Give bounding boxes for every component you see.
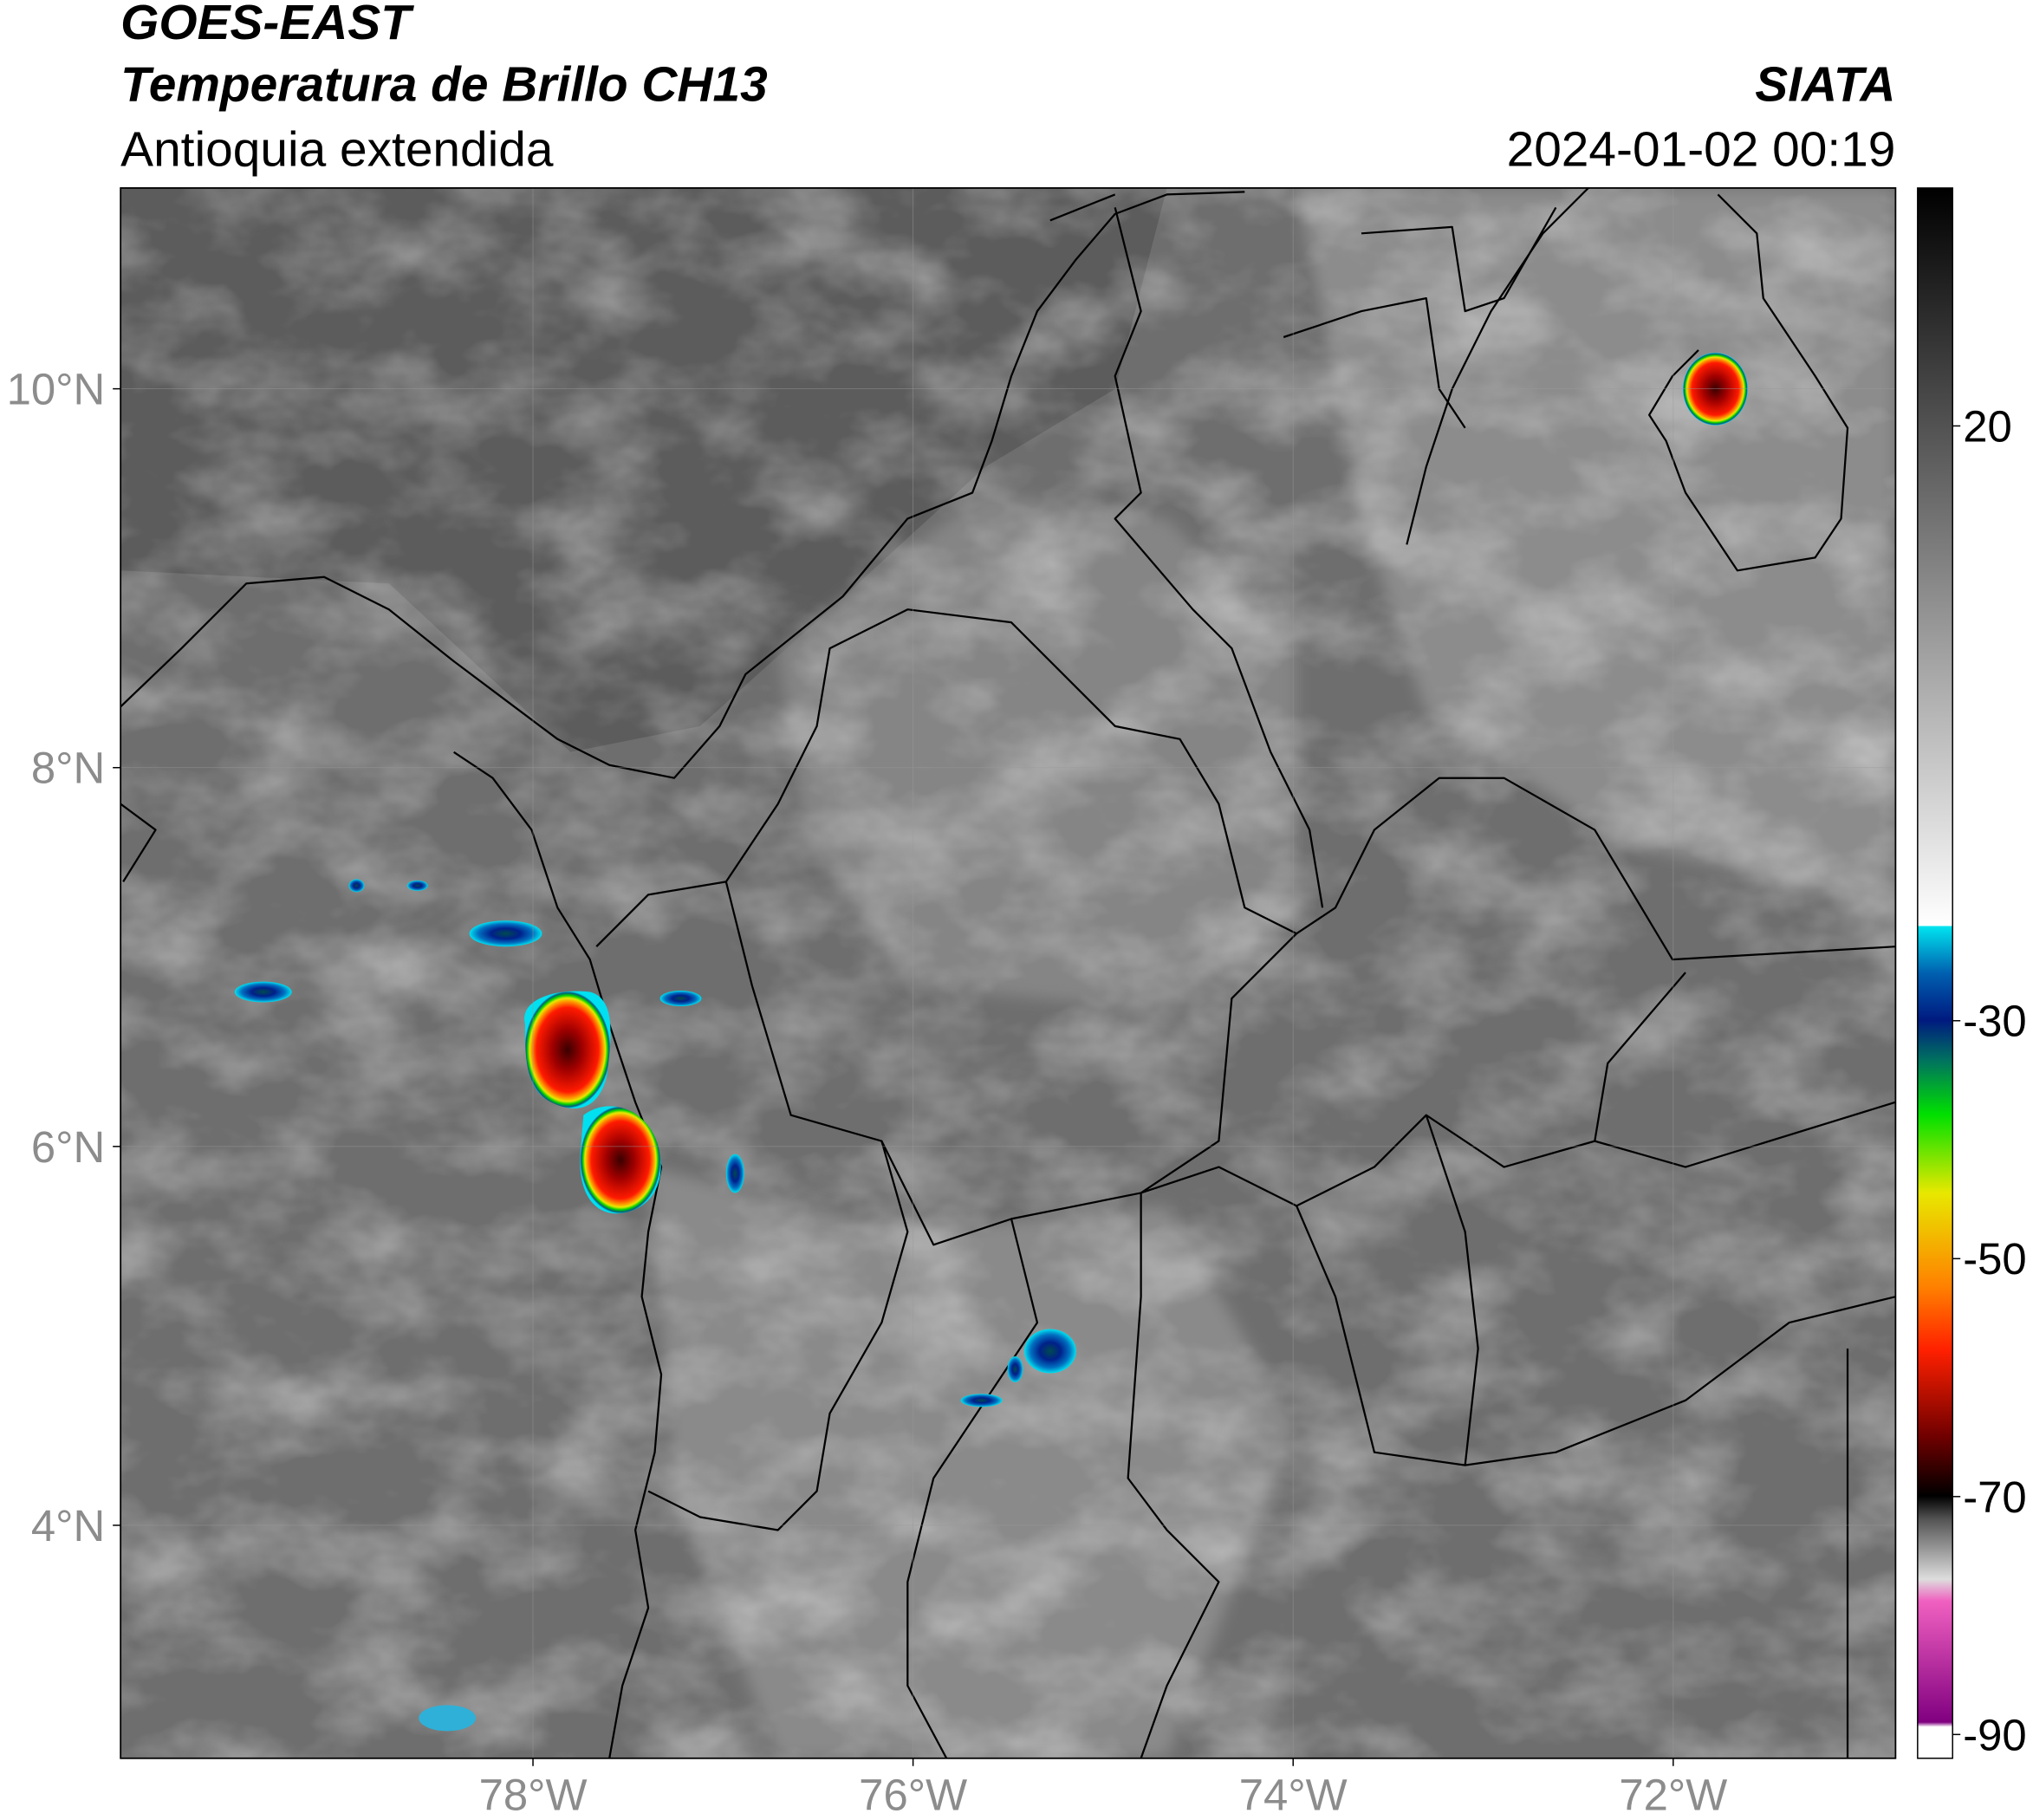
cold-cloud	[1007, 1355, 1023, 1382]
region: Antioquia extendida	[120, 123, 554, 178]
borders	[120, 187, 1896, 1758]
x-tick-label: 78°W	[479, 1771, 588, 1820]
colorbar-tick-label: -90	[1963, 1710, 2027, 1759]
colorbar-tick-label: -50	[1963, 1234, 2027, 1284]
cold-cloud	[1023, 1329, 1076, 1374]
border-line	[1296, 1101, 1896, 1758]
convective-cells	[234, 352, 1748, 1732]
border-line	[647, 1141, 1220, 1758]
cold-cloud	[234, 981, 292, 1003]
x-tick-label: 72°W	[1619, 1771, 1727, 1820]
y-tick-label: 10°N	[7, 365, 106, 414]
graticule	[120, 187, 1896, 1758]
cloud-texture	[120, 187, 1896, 1758]
cold-cloud	[469, 920, 542, 947]
storm-cell	[524, 991, 611, 1108]
colorbar-tick-label: -30	[1963, 997, 2027, 1046]
x-tick-label: 74°W	[1239, 1771, 1348, 1820]
cold-cloud	[725, 1154, 744, 1193]
coastline	[120, 751, 663, 1758]
cold-cloud	[419, 1705, 477, 1732]
colorbar-tick-label: 20	[1963, 401, 2012, 451]
cold-cloud	[406, 880, 428, 891]
x-tick-label: 76°W	[859, 1771, 967, 1820]
coastline	[120, 191, 1245, 779]
cold-cloud	[960, 1394, 1003, 1407]
map	[120, 187, 1896, 1758]
storm-cell	[580, 1106, 661, 1214]
border-line	[1049, 193, 1557, 908]
map-frame	[120, 187, 1897, 1759]
colorbar	[1917, 187, 1953, 1759]
coastline	[1406, 187, 1849, 572]
colorbar-tick-label: -70	[1963, 1472, 2027, 1522]
border-line	[595, 608, 1896, 961]
y-tick-label: 4°N	[31, 1501, 105, 1550]
cold-cloud	[659, 991, 702, 1007]
subtitle: Temperatura de Brillo CH13	[120, 58, 768, 113]
title: GOES-EAST	[120, 0, 414, 50]
y-tick-label: 6°N	[31, 1122, 105, 1172]
source: SIATA	[1755, 58, 1895, 113]
cold-cloud	[348, 879, 365, 893]
y-tick-label: 8°N	[31, 744, 105, 793]
datetime: 2024-01-02 00:19	[1507, 123, 1896, 178]
